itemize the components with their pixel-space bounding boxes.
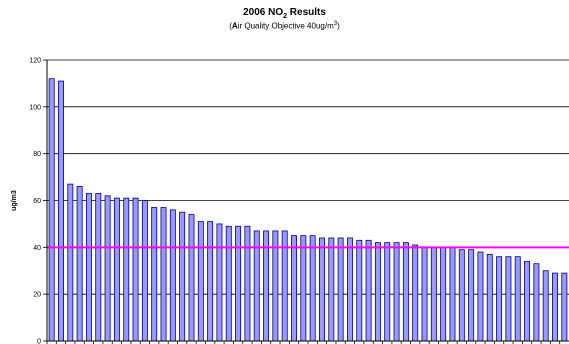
y-tick-label: 60 (33, 198, 41, 205)
bar (197, 221, 204, 342)
bar (225, 225, 232, 342)
bar (496, 256, 503, 342)
bar (365, 239, 372, 342)
chart-title: 2006 NO2 Results (243, 7, 326, 20)
bar (468, 249, 475, 342)
y-tick-label: 40 (33, 245, 41, 252)
chart-subtitle: (Air Quality Objective 40ug/m3) (229, 21, 340, 31)
bar (421, 246, 428, 342)
bar (104, 195, 111, 342)
bar (188, 214, 195, 342)
y-tick-label: 80 (33, 151, 41, 158)
bar (151, 207, 158, 342)
bar (207, 221, 214, 342)
bar (430, 246, 437, 342)
bar (393, 242, 400, 342)
bar (514, 256, 521, 342)
bar (477, 251, 484, 342)
bar (412, 244, 419, 342)
y-tick-label: 0 (37, 339, 41, 344)
bar (356, 239, 363, 342)
bar (561, 272, 568, 342)
bar (346, 237, 353, 342)
y-tick-label: 20 (33, 292, 41, 299)
y-tick-label: 100 (29, 104, 41, 111)
bar (58, 80, 64, 342)
bar (95, 193, 102, 342)
bar (319, 237, 325, 342)
y-axis-label: ug/m3 (11, 190, 18, 211)
bar (449, 246, 456, 342)
bar (300, 235, 307, 342)
bar (160, 207, 167, 342)
bar (216, 223, 223, 342)
axes-group (43, 59, 569, 344)
bar (542, 270, 549, 342)
bar (309, 235, 316, 342)
bar (244, 225, 251, 342)
bar (328, 237, 335, 342)
bar (458, 249, 465, 342)
bar (132, 197, 139, 342)
bar (384, 242, 391, 342)
y-tick-labels: 0 20 40 60 80 100 120 (29, 58, 41, 344)
bar (235, 225, 242, 342)
bar (67, 183, 74, 342)
bar (337, 237, 344, 342)
bar (179, 211, 186, 342)
bar (374, 242, 381, 342)
bar (169, 209, 176, 342)
bar (113, 197, 120, 342)
bar (524, 260, 531, 342)
bar (123, 197, 130, 342)
bar (402, 242, 409, 342)
bar (85, 193, 92, 342)
bar (291, 235, 297, 342)
bar (440, 246, 447, 342)
bars-group (48, 78, 568, 342)
bar (76, 186, 83, 342)
bar (486, 253, 493, 342)
bar (552, 272, 558, 342)
bar (505, 256, 512, 342)
y-tick-label: 120 (29, 58, 41, 65)
bar (141, 200, 148, 342)
bar (533, 263, 540, 342)
bar (48, 78, 55, 342)
